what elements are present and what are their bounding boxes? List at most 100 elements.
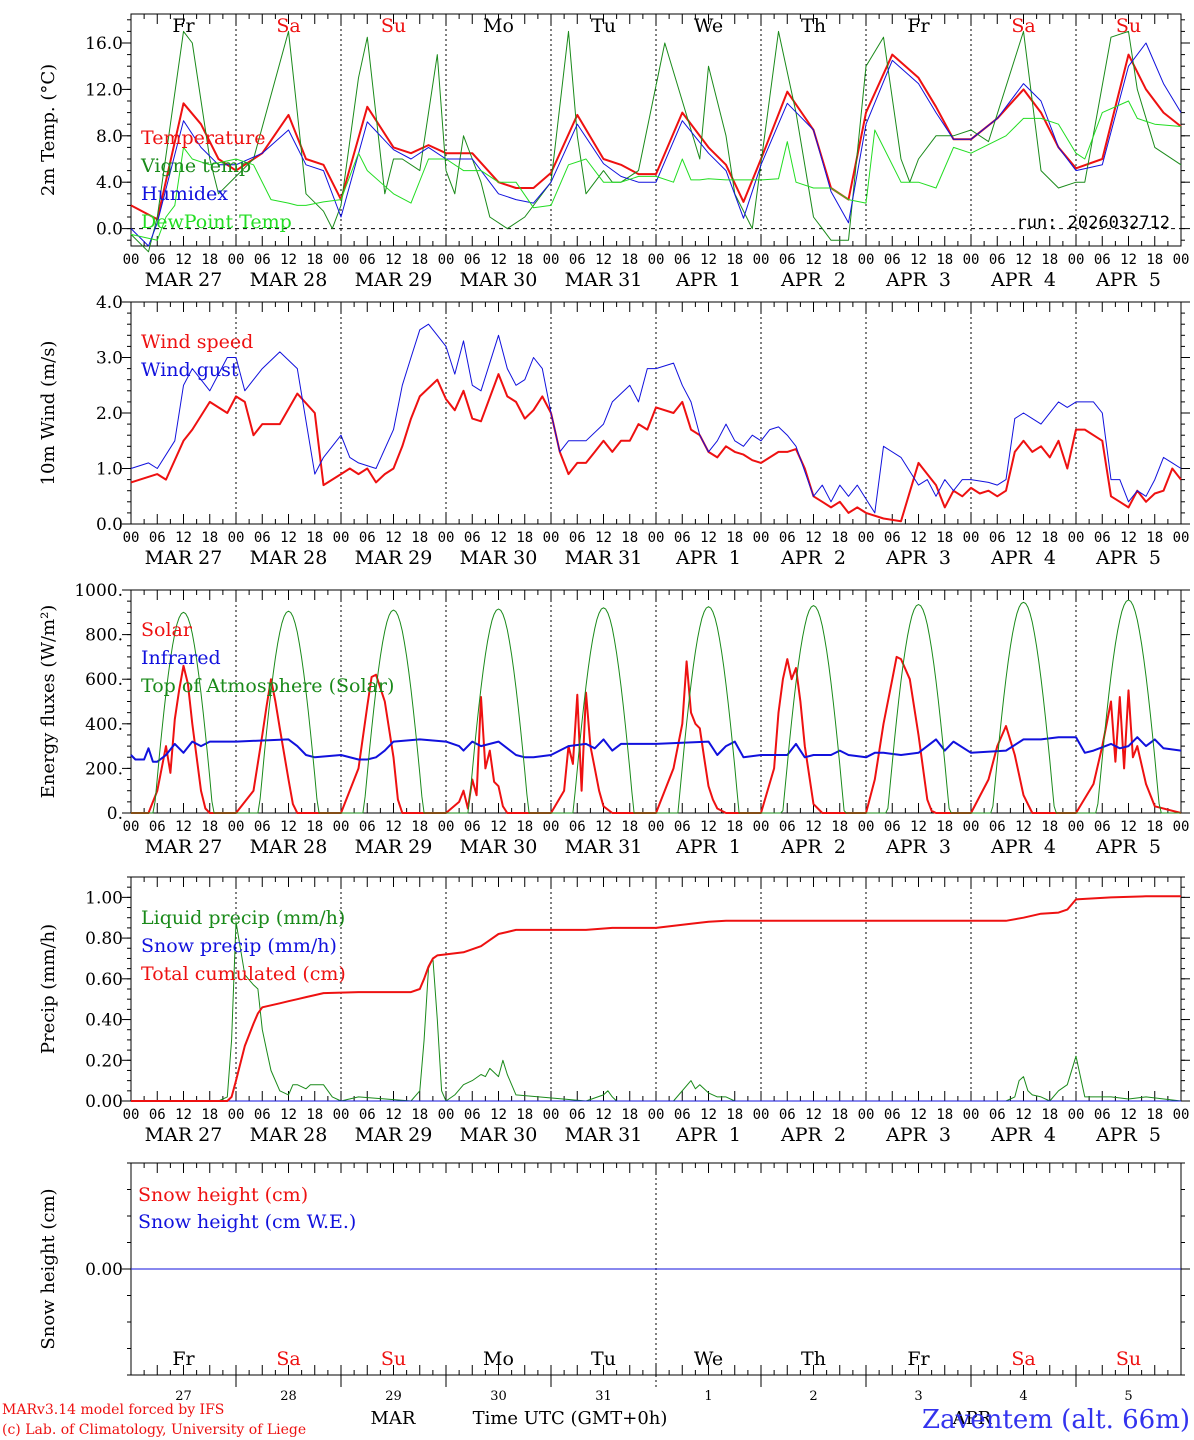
hour-label: 18	[411, 819, 428, 835]
date-label: APR 2	[780, 836, 846, 858]
date-label: MAR 30	[460, 1124, 538, 1146]
hour-label: 06	[989, 530, 1006, 546]
hour-label: 12	[1120, 252, 1137, 268]
y-tick-label: 4.0	[96, 293, 123, 313]
hour-label: 00	[1068, 1107, 1085, 1123]
hour-label: 06	[674, 819, 691, 835]
weekday-label: Fr	[907, 15, 930, 37]
date-label: APR 3	[885, 547, 951, 569]
date-label: MAR 30	[460, 269, 538, 291]
weekday-label: Mo	[483, 1348, 514, 1370]
date-label: MAR 31	[565, 836, 643, 858]
y-tick-label: 0.00	[85, 1260, 123, 1280]
hour-label: 18	[831, 1107, 848, 1123]
hour-label: 00	[333, 1107, 350, 1123]
hour-label: 18	[201, 252, 218, 268]
hour-label: 00	[228, 1107, 245, 1123]
hour-label: 18	[516, 252, 533, 268]
series-line-wind-gust	[130, 323, 1182, 514]
y-tick-label: 200.	[85, 759, 123, 779]
hour-label: 18	[516, 1107, 533, 1123]
hour-label: 12	[595, 819, 612, 835]
hour-label: 12	[595, 252, 612, 268]
date-label: APR 5	[1095, 1124, 1161, 1146]
series-line-dewpoint-temp	[130, 100, 1182, 241]
hour-label: 12	[490, 1107, 507, 1123]
hour-label: 00	[228, 530, 245, 546]
hour-label: 06	[884, 252, 901, 268]
hour-label: 18	[306, 530, 323, 546]
footer-copyright-text: (c) Lab. of Climatology, University of L…	[2, 1422, 306, 1438]
hour-label: 18	[1146, 819, 1163, 835]
hour-label: 06	[149, 252, 166, 268]
y-axis-label: Snow height (cm)	[38, 1188, 59, 1349]
hour-label: 18	[1146, 252, 1163, 268]
hour-label: 06	[254, 252, 271, 268]
y-axis-label: 2m Temp. (°C)	[38, 64, 59, 196]
hour-label: 12	[280, 1107, 297, 1123]
date-label: APR 4	[990, 1124, 1056, 1146]
weekday-label: We	[694, 15, 723, 37]
hour-label: 12	[700, 252, 717, 268]
hour-label: 18	[936, 1107, 953, 1123]
hour-label: 00	[753, 1107, 770, 1123]
hour-label: 12	[910, 252, 927, 268]
hour-label: 06	[1094, 530, 1111, 546]
hour-label: 06	[149, 819, 166, 835]
hour-label: 12	[385, 819, 402, 835]
date-label: MAR 27	[145, 269, 223, 291]
hour-label: 00	[438, 819, 455, 835]
hour-label: 06	[989, 819, 1006, 835]
hour-label: 00	[228, 252, 245, 268]
weekday-label: Tu	[591, 15, 616, 37]
hour-label: 06	[359, 530, 376, 546]
legend-entry: Vigne temp	[140, 155, 251, 177]
hour-label: 00	[648, 530, 665, 546]
day-number-label: 3	[914, 1389, 922, 1404]
legend-entry: Snow height (cm W.E.)	[138, 1211, 356, 1233]
hour-label: 00	[753, 819, 770, 835]
hour-label: 12	[385, 1107, 402, 1123]
hour-label: 12	[1015, 252, 1032, 268]
date-label: MAR 29	[355, 1124, 433, 1146]
hour-label: 00	[333, 819, 350, 835]
date-label: APR 1	[675, 836, 741, 858]
hour-label: 06	[884, 1107, 901, 1123]
date-label: MAR 27	[145, 547, 223, 569]
hour-label: 18	[201, 1107, 218, 1123]
hour-label: 18	[1041, 252, 1058, 268]
date-label: APR 1	[675, 547, 741, 569]
hour-label: 06	[464, 530, 481, 546]
y-tick-label: 800.	[85, 626, 123, 646]
hour-label: 18	[831, 819, 848, 835]
hour-label: 06	[149, 530, 166, 546]
hour-label: 18	[726, 530, 743, 546]
y-axis-label: Precip (mm/h)	[38, 924, 59, 1054]
hour-label: 18	[306, 819, 323, 835]
hour-label: 00	[963, 530, 980, 546]
y-tick-label: 400.	[85, 715, 123, 735]
hour-label: 06	[1094, 252, 1111, 268]
y-tick-label: 0.0	[96, 515, 123, 535]
weekday-label: Fr	[172, 1348, 195, 1370]
hour-label: 06	[149, 1107, 166, 1123]
hour-label: 00	[648, 819, 665, 835]
hour-label: 00	[543, 819, 560, 835]
y-tick-label: 0.20	[85, 1051, 123, 1071]
day-number-label: 27	[175, 1389, 192, 1404]
y-tick-label: 4.0	[96, 173, 123, 193]
hour-label: 06	[464, 819, 481, 835]
legend-entry: Infrared	[141, 647, 221, 669]
hour-label: 12	[1120, 819, 1137, 835]
hour-label: 12	[1015, 819, 1032, 835]
hour-label: 18	[936, 530, 953, 546]
hour-label: 18	[1146, 1107, 1163, 1123]
hour-label: 12	[280, 819, 297, 835]
hour-label: 18	[831, 252, 848, 268]
hour-label: 06	[464, 1107, 481, 1123]
hour-label: 12	[700, 819, 717, 835]
day-number-label: 28	[280, 1389, 297, 1404]
legend-entry: Liquid precip (mm/h)	[141, 907, 345, 929]
y-tick-label: 8.0	[96, 127, 123, 147]
